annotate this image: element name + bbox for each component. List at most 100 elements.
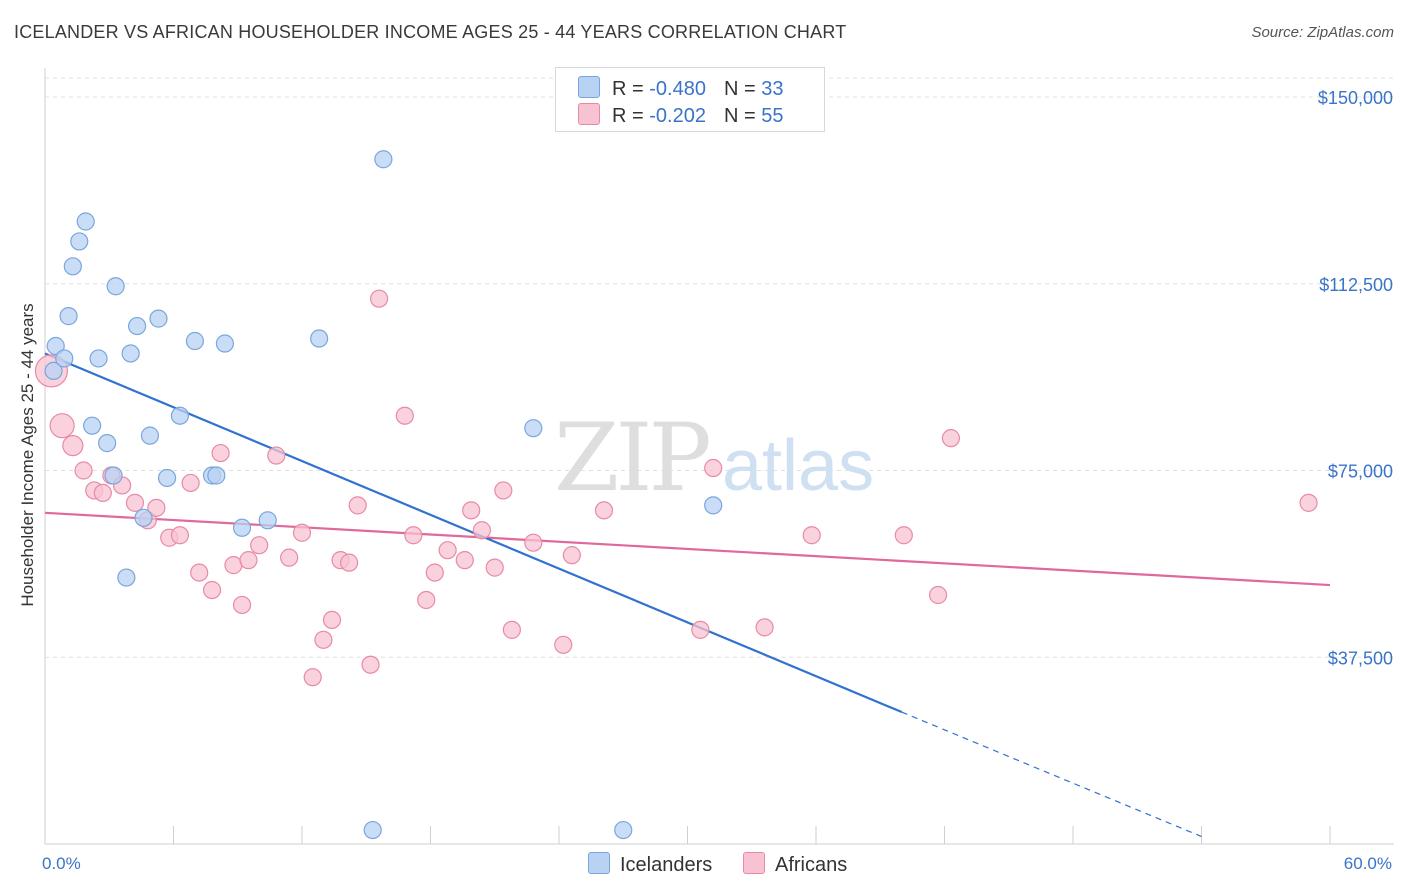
icelander-point	[170, 406, 190, 425]
african-point	[704, 458, 723, 478]
y-tick-label-2: $112,500	[1319, 275, 1393, 295]
african-point	[250, 536, 269, 555]
icelander-point	[704, 496, 723, 515]
bottom-icelanders-label: Icelanders	[620, 854, 713, 876]
x-tick-label-max: 60.0%	[1344, 854, 1392, 873]
icelanders-n-value: 33	[761, 78, 784, 100]
icelander-point	[104, 466, 123, 485]
africans-r-value: -0.202	[649, 105, 706, 127]
african-point	[340, 553, 359, 572]
africans-swatch	[578, 103, 600, 125]
icelanders-swatch	[578, 76, 600, 98]
africans-n-label: N =	[723, 105, 762, 127]
african-point	[170, 526, 190, 545]
icelanders-n-label: N =	[723, 78, 762, 100]
african-point	[472, 521, 491, 540]
african-point	[322, 610, 342, 630]
icelander-point	[258, 511, 277, 530]
legend-row-africans: R = -0.202 N = 55	[578, 103, 783, 127]
data-points	[34, 150, 1318, 840]
icelander-point	[363, 820, 382, 840]
x-tick-label-min: 0.0%	[42, 854, 81, 873]
icelander-point	[232, 518, 252, 537]
icelander-point	[185, 331, 205, 351]
african-point	[455, 551, 474, 570]
grid-lines	[45, 77, 1394, 658]
bottom-icelanders-swatch	[588, 852, 610, 874]
icelander-point	[59, 307, 78, 326]
african-point	[370, 289, 389, 308]
african-point	[314, 630, 333, 649]
african-point	[395, 406, 414, 425]
legend-row-icelanders: R = -0.480 N = 33	[578, 76, 783, 100]
icelander-point	[121, 344, 140, 363]
african-point	[438, 541, 457, 560]
icelander-point	[44, 361, 63, 380]
african-point	[280, 548, 299, 567]
watermark-zip: ZIP	[554, 404, 708, 513]
african-point	[417, 590, 436, 610]
icelanders-r-label: R =	[612, 78, 650, 100]
african-point	[267, 446, 286, 465]
african-point	[494, 481, 513, 500]
african-point	[190, 563, 209, 582]
icelander-point	[46, 336, 65, 356]
african-point	[232, 595, 252, 615]
axes	[44, 68, 1394, 845]
source-label: Source: ZipAtlas.com	[1251, 24, 1394, 41]
icelander-point	[157, 468, 177, 488]
african-point	[462, 501, 481, 520]
african-point	[594, 501, 614, 520]
african-point	[49, 413, 75, 439]
african-point	[62, 435, 84, 457]
icelander-point	[89, 349, 108, 368]
african-point	[74, 461, 93, 480]
african-point	[292, 523, 312, 542]
icelander-point	[55, 349, 74, 368]
african-point	[502, 620, 521, 639]
african-point	[1299, 493, 1318, 512]
africans-n-value: 55	[761, 105, 784, 127]
icelander-point	[614, 820, 633, 840]
icelander-point	[83, 416, 102, 435]
icelander-point	[98, 434, 117, 453]
african-point	[554, 635, 573, 654]
icelander-point	[140, 426, 160, 445]
icelander-point	[63, 257, 82, 276]
african-point	[941, 429, 961, 448]
bottom-africans-swatch	[743, 852, 765, 874]
african-point	[425, 563, 444, 582]
africans-trend-line	[44, 511, 1331, 587]
icelander-point	[134, 508, 153, 527]
icelander-point	[127, 316, 147, 336]
african-point	[303, 668, 322, 687]
african-point	[894, 526, 913, 545]
african-point	[93, 483, 112, 503]
watermark-atlas: atlas	[722, 426, 874, 506]
chart-title: ICELANDER VS AFRICAN HOUSEHOLDER INCOME …	[14, 22, 847, 42]
icelanders-r-value: -0.480	[649, 78, 706, 100]
icelander-point	[524, 419, 543, 438]
african-point	[181, 473, 200, 493]
african-point	[802, 526, 821, 545]
bottom-africans-label: Africans	[775, 854, 848, 876]
african-point	[404, 526, 423, 545]
african-point	[691, 620, 710, 639]
icelander-point	[149, 309, 168, 328]
african-point	[348, 496, 367, 515]
african-point	[211, 443, 230, 463]
icelander-point	[374, 150, 393, 169]
icelander-point	[106, 277, 125, 296]
y-tick-label-1: $75,000	[1328, 462, 1393, 482]
stats-legend: R = -0.480 N = 33 R = -0.202 N = 55	[555, 67, 825, 132]
african-point	[239, 551, 258, 570]
african-point	[755, 618, 774, 637]
icelander-point	[215, 334, 234, 353]
bottom-legend-icelanders: Icelanders	[588, 852, 712, 877]
icelander-point	[117, 568, 136, 587]
african-point	[485, 558, 504, 577]
african-point	[147, 498, 166, 517]
african-point	[202, 580, 222, 600]
bottom-legend-africans: Africans	[743, 852, 847, 877]
